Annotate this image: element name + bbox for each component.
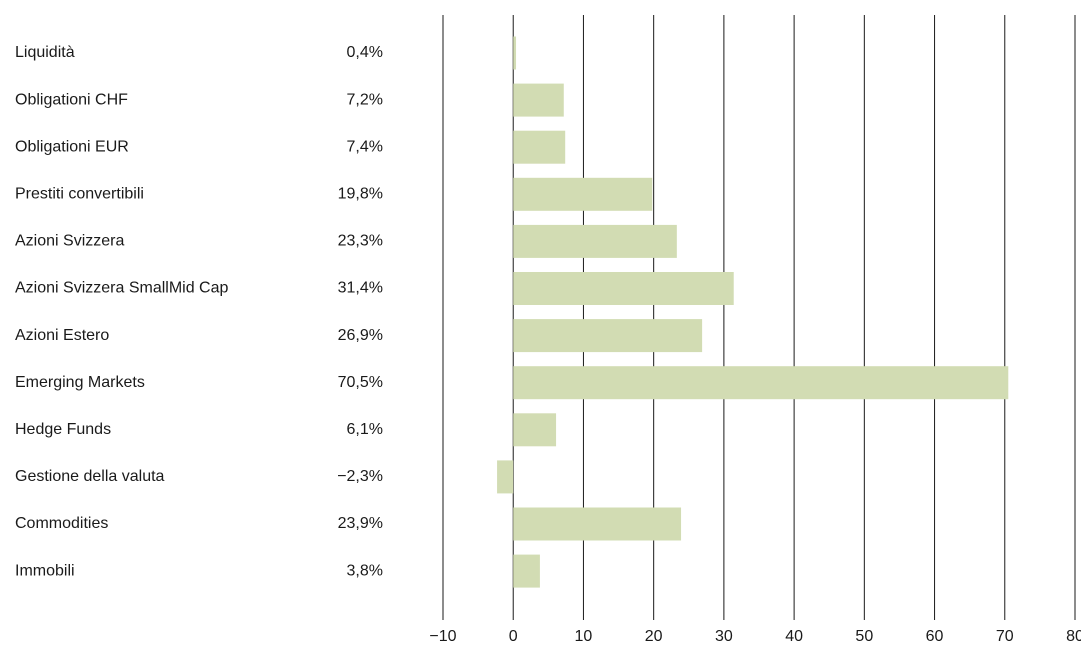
category-label: Commodities [15, 515, 108, 532]
value-label: 7,2% [347, 91, 383, 108]
bar [513, 272, 734, 305]
bar [513, 554, 540, 588]
value-label: 23,3% [338, 233, 383, 250]
bar [513, 36, 517, 70]
x-tick-label: 40 [785, 628, 803, 645]
bar [513, 413, 557, 447]
value-label: 19,8% [338, 186, 383, 203]
x-tick-label: 60 [926, 628, 944, 645]
value-label: 7,4% [347, 138, 383, 155]
x-tick-label: 70 [996, 628, 1014, 645]
category-label: Azioni Svizzera [15, 233, 124, 250]
category-label: Azioni Estero [15, 327, 109, 344]
bar [513, 177, 653, 211]
value-label: 0,4% [347, 44, 383, 61]
category-label: Liquidità [15, 44, 75, 61]
x-tick-label: 30 [715, 628, 733, 645]
category-label: Hedge Funds [15, 421, 111, 438]
category-label: Gestione della valuta [15, 468, 165, 485]
value-label: 70,5% [338, 374, 383, 391]
bar [513, 224, 677, 258]
x-tick-label: −10 [429, 628, 456, 645]
value-label: 31,4% [338, 280, 383, 297]
bar [513, 366, 1009, 400]
value-label: 26,9% [338, 327, 383, 344]
x-tick-label: 20 [645, 628, 663, 645]
category-label: Azioni Svizzera SmallMid Cap [15, 280, 229, 297]
category-label: Prestiti convertibili [15, 186, 144, 203]
bar [513, 130, 566, 164]
value-label: −2,3% [337, 468, 383, 485]
bar [497, 460, 514, 494]
bar [513, 83, 564, 117]
x-tick-label: 50 [855, 628, 873, 645]
x-tick-label: 80 [1066, 628, 1081, 645]
x-tick-label: 0 [509, 628, 518, 645]
bar [513, 319, 703, 353]
category-label: Obligationi EUR [15, 138, 129, 155]
category-label: Immobili [15, 562, 75, 579]
category-label: Obligationi CHF [15, 91, 128, 108]
bar [513, 507, 682, 541]
value-label: 23,9% [338, 515, 383, 532]
value-label: 6,1% [347, 421, 383, 438]
value-label: 3,8% [347, 562, 383, 579]
category-label: Emerging Markets [15, 374, 145, 391]
x-tick-label: 10 [575, 628, 593, 645]
